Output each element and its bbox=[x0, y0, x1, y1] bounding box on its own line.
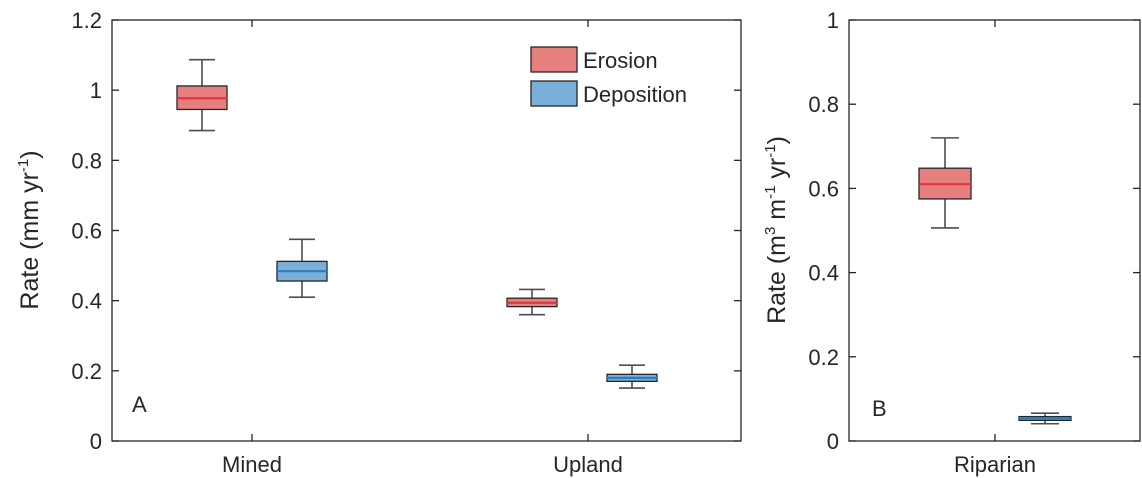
y-tick-label: 0.2 bbox=[808, 345, 839, 370]
y-tick-label: 0.6 bbox=[808, 176, 839, 201]
box-erosion-upland bbox=[506, 288, 558, 316]
panel-b-y-label-close: ) bbox=[763, 136, 791, 144]
y-tick-label: 0.2 bbox=[71, 359, 102, 384]
legend-label-erosion: Erosion bbox=[583, 48, 658, 73]
panel-b-y-label-sup2: -1 bbox=[762, 186, 779, 199]
y-tick-label: 0.4 bbox=[808, 261, 839, 286]
box-deposition-mined bbox=[276, 238, 328, 298]
box-deposition-upland bbox=[606, 364, 658, 389]
panel-b-letter: B bbox=[872, 396, 887, 421]
y-tick-label: 0 bbox=[827, 429, 839, 454]
panel-b-y-label-main: Rate (m bbox=[763, 235, 791, 324]
box-erosion-riparian bbox=[918, 137, 972, 229]
panel-a-y-label-main: Rate (mm yr bbox=[16, 172, 44, 310]
panel-b: 00.20.40.60.81 Riparian Rate (m3 m-1 yr-… bbox=[762, 8, 1141, 477]
panel-b-y-label-end: yr bbox=[763, 158, 791, 186]
panel-a-boxes bbox=[176, 58, 658, 389]
legend-swatch-erosion bbox=[530, 46, 578, 73]
panel-a-x-ticks: Mined Upland bbox=[222, 20, 623, 477]
panel-b-boxes bbox=[918, 137, 1072, 425]
y-tick-label: 0.8 bbox=[808, 92, 839, 117]
panel-a-y-ticks: 0 0.2 0.4 0.6 0.8 1 1.2 bbox=[71, 8, 741, 454]
panel-a-letter: A bbox=[132, 392, 147, 417]
panel-b-y-label-mid: m bbox=[763, 199, 791, 227]
x-tick-label: Upland bbox=[553, 452, 623, 477]
panel-b-y-ticks: 0 0.2 0.4 0.6 0.8 1 bbox=[808, 8, 1140, 454]
legend: Erosion Deposition bbox=[530, 46, 687, 107]
x-tick-label: Riparian bbox=[954, 452, 1036, 477]
y-tick-label: 1.2 bbox=[71, 8, 102, 33]
y-tick-label: 0 bbox=[90, 429, 102, 454]
y-tick-label: 0.6 bbox=[71, 219, 102, 244]
panel-a-y-label-close: ) bbox=[16, 150, 44, 158]
panel-b-y-axis-label: Rate (m3 m-1 yr-1) bbox=[762, 136, 791, 324]
legend-label-deposition: Deposition bbox=[583, 82, 687, 107]
y-tick-label: 0.8 bbox=[71, 148, 102, 173]
box-erosion-mined bbox=[176, 58, 228, 132]
box-deposition-riparian bbox=[1018, 412, 1072, 425]
panel-b-y-label-sup1: 3 bbox=[762, 227, 779, 235]
y-tick-label: 1 bbox=[90, 78, 102, 103]
panel-b-axes-box bbox=[848, 19, 1141, 442]
legend-swatch-deposition bbox=[530, 80, 578, 107]
x-tick-label: Mined bbox=[222, 452, 282, 477]
panel-a: 0 0.2 0.4 0.6 0.8 1 1.2 Mined Upland Rate (mm y… bbox=[15, 8, 742, 477]
panel-b-x-ticks: Riparian bbox=[954, 20, 1036, 477]
y-tick-label: 1 bbox=[827, 8, 839, 33]
panel-b-y-label-sup3: -1 bbox=[762, 144, 779, 157]
panel-a-y-label-superscript: -1 bbox=[15, 159, 32, 172]
y-tick-label: 0.4 bbox=[71, 289, 102, 314]
panel-a-y-axis-label: Rate (mm yr-1) bbox=[15, 150, 44, 309]
